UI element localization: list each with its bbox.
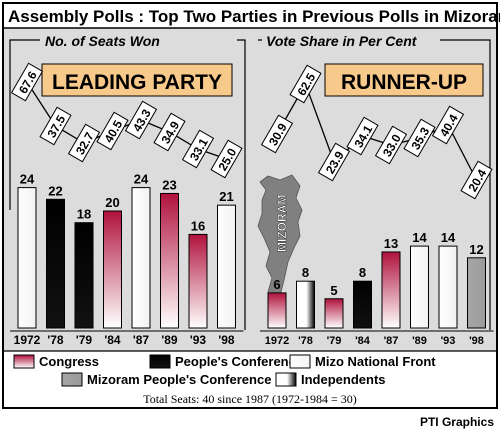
runner-up-bar [353, 280, 372, 329]
leading-category-label: '93 [190, 333, 207, 347]
legend-label-congress: Congress [39, 354, 99, 369]
runner-up-category-label: '98 [469, 335, 484, 347]
runner-up-bar [438, 245, 458, 329]
leading-vote-share-box [10, 62, 44, 102]
legend-label-mnf: Mizo National Front [315, 354, 436, 369]
credit: PTI Graphics [420, 415, 494, 429]
runner-up-vote-share-box [289, 64, 322, 104]
runner-up-category-label: '78 [298, 335, 313, 347]
leading-vote-share-tag: 34.9 [153, 112, 186, 152]
left-subtitle: No. of Seats Won [45, 33, 160, 49]
leading-vote-share-box [96, 111, 129, 151]
runner-up-bar [381, 251, 401, 329]
runner-up-bar-value: 13 [384, 236, 398, 251]
leading-bar-value: 16 [191, 218, 205, 233]
leading-party-banner [41, 63, 233, 97]
runner-up-category-label: '79 [327, 335, 342, 347]
runner-up-category-label: '89 [412, 335, 427, 347]
leading-bar-value: 18 [77, 207, 91, 222]
runner-up-vote-share-box [374, 125, 408, 165]
leading-bar [131, 187, 151, 329]
leading-bar [160, 192, 179, 329]
leading-vote-share-box [67, 123, 101, 163]
runner-up-banner [324, 63, 484, 97]
leading-bar [217, 204, 236, 329]
leading-bar-value: 20 [105, 195, 119, 210]
legend-swatch-congress [13, 354, 35, 369]
left-bracket [9, 39, 246, 330]
leading-bar [17, 187, 37, 329]
runner-up-category-label: 1972 [265, 335, 289, 347]
runner-up-category-label: '84 [355, 335, 371, 347]
legend-swatch-mnf [289, 354, 311, 369]
leading-bar-value: 22 [48, 183, 62, 198]
right-subtitle: Vote Share in Per Cent [266, 33, 418, 49]
leading-bar-value: 24 [134, 172, 149, 187]
leading-bar-value: 23 [162, 177, 176, 192]
leading-category-label: '78 [47, 333, 64, 347]
leading-category-label: '89 [161, 333, 178, 347]
runner-up-bar-value: 8 [302, 265, 309, 280]
leading-category-label: 1972 [14, 333, 41, 347]
runner-up-category-label: '93 [441, 335, 456, 347]
runner-up-vote-share-box [460, 160, 493, 200]
leading-category-label: '98 [218, 333, 235, 347]
runner-up-bar [410, 245, 429, 329]
legend-swatch-peoples_conference [149, 354, 171, 369]
runner-up-bar-value: 8 [359, 265, 366, 280]
runner-up-bar-value: 12 [469, 242, 483, 257]
leading-vote-share-box [124, 100, 158, 140]
runner-up-category-label: '87 [384, 335, 399, 347]
leading-vote-share-box [39, 106, 72, 146]
runner-up-title: RUNNER-UP [341, 71, 467, 94]
runner-up-bar-value: 14 [441, 230, 456, 245]
runner-up-bar [296, 280, 315, 329]
runner-up-bar-value: 6 [273, 277, 280, 292]
runner-up-vote-share-box [431, 105, 465, 145]
legend: Congress People's Conference Mizo National… [13, 354, 436, 387]
runner-up-bar-value: 5 [330, 283, 337, 298]
leading-category-label: '79 [76, 333, 93, 347]
runner-up-vote-share-tag: 20.4 [460, 160, 493, 200]
leading-bar [103, 210, 122, 329]
legend-swatch-independents [275, 372, 297, 387]
legend-label-independents: Independents [301, 372, 386, 387]
runner-up-vote-share-box [260, 114, 294, 154]
leading-party-title: LEADING PARTY [52, 71, 222, 94]
leading-bar-value: 21 [219, 189, 233, 204]
runner-up-vote-share-box [346, 116, 379, 156]
runner-up-bar-value: 14 [412, 230, 427, 245]
leading-bar [46, 198, 65, 329]
leading-bar [74, 222, 94, 329]
chart-marks: 24 1972 22 '78 18 '79 20 '84 24 '87 23 '89 16 '93 21 '9… [10, 62, 494, 347]
mizoram-label: MIZORAM [275, 195, 289, 252]
leading-category-label: '84 [104, 333, 121, 347]
legend-label-peoples_conference: People's Conference [175, 354, 303, 369]
total-seats-note: Total Seats: 40 since 1987 (1972-1984 = … [143, 392, 357, 406]
runner-up-vote-share-box [317, 142, 351, 182]
leading-vote-share-box [181, 129, 215, 169]
legend-label-mpc: Mizoram People's Conference [87, 372, 271, 387]
leading-vote-share-box [210, 139, 243, 179]
leading-category-label: '87 [133, 333, 150, 347]
leading-bar [188, 233, 208, 329]
mizoram-map [257, 174, 303, 305]
legend-swatch-mpc [61, 372, 83, 387]
runner-up-bar [324, 298, 344, 329]
runner-up-vote-share-box [403, 118, 436, 158]
leading-vote-share-box [153, 112, 186, 152]
runner-up-bar [267, 292, 287, 329]
leading-bar-value: 24 [20, 172, 35, 187]
runner-up-bar [467, 257, 486, 329]
right-bracket [258, 39, 491, 330]
page-title: Assembly Polls : Top Two Parties in Prev… [8, 7, 500, 26]
